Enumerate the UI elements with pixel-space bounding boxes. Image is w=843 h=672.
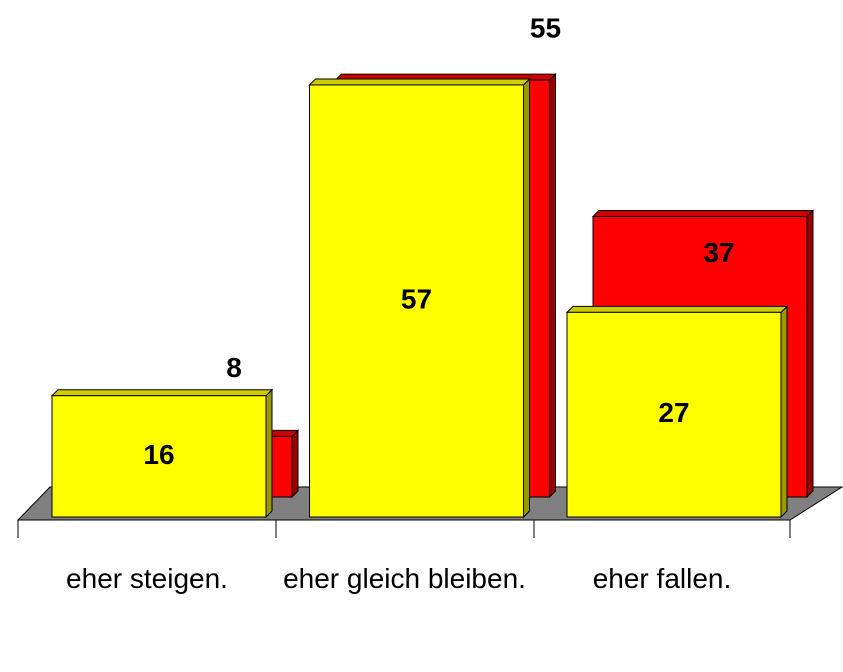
x-tick-label: eher steigen. [66,563,228,594]
value-label: 55 [530,12,561,43]
bar-side [806,209,814,499]
value-label: 37 [703,237,734,268]
bar [309,84,524,518]
bar-top [565,305,789,313]
bar [51,395,267,518]
bar-side [291,429,299,499]
x-tick-label: eher fallen. [592,563,732,594]
bar [566,311,782,518]
bar-side [780,305,788,519]
value-label: 57 [401,283,432,314]
bar-side [523,77,530,519]
bar-top [50,389,274,397]
value-label: 27 [658,397,689,428]
value-label: 8 [226,352,242,383]
value-label: 16 [143,439,174,470]
x-tick-label: eher gleich bleiben. [283,563,526,594]
bar-top [308,78,531,86]
bar-side [549,72,556,499]
bar-side [265,388,273,519]
bar-top [591,210,815,218]
